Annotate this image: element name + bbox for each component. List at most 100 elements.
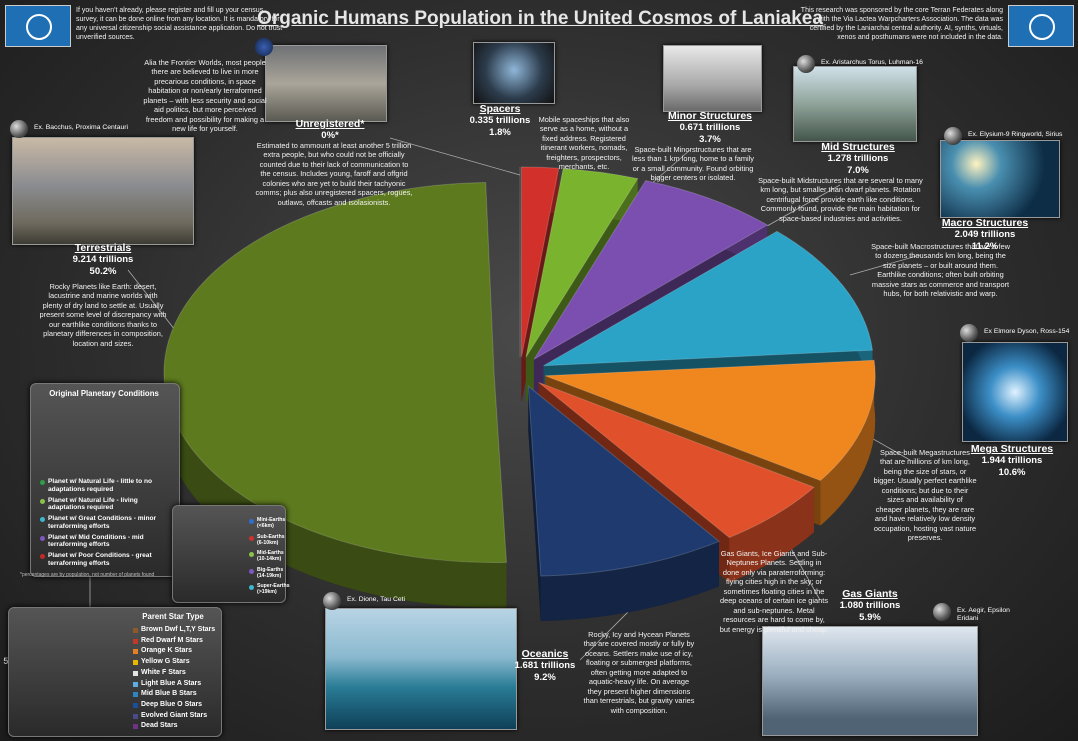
- connector: [389, 137, 521, 176]
- example-icon: [323, 592, 341, 610]
- slice: [543, 230, 874, 367]
- category-label: Oceanics 1.681 trillions 9.2%: [480, 648, 610, 684]
- legend-swatch: [133, 670, 138, 676]
- category-name: Mega Structures: [970, 443, 1054, 455]
- example-caption: Ex. Aegir, Epsilon Eridani: [957, 607, 1010, 623]
- legend-label: Brown Dwf L,T,Y Stars: [141, 626, 216, 633]
- category-name: Unregistered*: [295, 118, 365, 130]
- photo: [265, 45, 387, 122]
- category-name: Gas Giants: [842, 588, 898, 600]
- panel: [8, 607, 222, 737]
- percent-label: 7.0%: [847, 164, 869, 176]
- population-label: 2.049 trillions: [954, 229, 1016, 240]
- legend-label: White F Stars: [141, 668, 186, 676]
- population-label: 1.080 trillions: [839, 600, 901, 611]
- category-name: Mid Structures: [821, 141, 895, 153]
- legend-swatch: [249, 585, 254, 590]
- category-label: Terrestrials 9.214 trillions 50.2%: [38, 242, 168, 278]
- slice-side: [540, 541, 719, 622]
- photo: [793, 66, 917, 142]
- legend-swatch: [249, 535, 254, 541]
- legend-label: Yellow G Stars: [141, 658, 190, 666]
- legend-swatch: [249, 568, 254, 574]
- population-label: 0.335 trillions: [469, 115, 531, 126]
- legend-swatch: [133, 660, 138, 666]
- category-description: Space-built Minorstructures that are les…: [632, 145, 755, 183]
- population-label: 0.671 trillions: [679, 122, 741, 133]
- legend-swatch: [133, 724, 138, 730]
- category-label: Mega Structures 1.944 trillions 10.6%: [947, 443, 1077, 479]
- category-name: Terrestrials: [74, 242, 132, 254]
- chart-title: Parent Star Type: [142, 612, 204, 621]
- example-caption: Ex. Dione, Tau Ceti: [347, 596, 406, 603]
- connector: [759, 184, 841, 231]
- category-description: Gas Giants, Ice Giants and Sub-Neptunes …: [719, 549, 829, 634]
- legend-label: Super-Earths (>19km): [257, 583, 290, 596]
- legend-label: Planet w/ Natural Life - little to no ad…: [48, 478, 153, 493]
- connector: [649, 149, 691, 186]
- category-label: Unregistered* 0%*: [265, 118, 395, 142]
- photo: [962, 342, 1068, 442]
- legend-label: Red Dwarf M Stars: [141, 636, 203, 644]
- legend-swatch: [133, 649, 138, 655]
- slice-side: [729, 487, 814, 583]
- slice: [163, 182, 507, 563]
- chart-title: Original Planetary Conditions: [49, 389, 159, 398]
- example-icon: [960, 324, 978, 342]
- example-caption: Ex Elmore Dyson, Ross-154: [984, 328, 1070, 335]
- example-icon: [797, 55, 815, 73]
- connectors: [89, 137, 921, 661]
- legend-label: Sub-Earths (6-10km): [257, 533, 285, 546]
- legend-label: Planet w/ Mid Conditions - mid terraform…: [48, 533, 144, 549]
- slice: [533, 180, 769, 360]
- category-description: Space-built Midstructures that are sever…: [758, 176, 923, 223]
- photo: [940, 140, 1060, 218]
- category-name: Spacers: [479, 103, 521, 115]
- legend-swatch: [133, 692, 138, 698]
- photo: [663, 45, 762, 112]
- example-caption: Ex. Elysium-9 Ringworld, Sirius: [968, 131, 1063, 138]
- percent-label: 50.2%: [89, 265, 117, 277]
- footnote: *percentages are by population, not numb…: [20, 572, 155, 578]
- right-note: This research was sponsored by the core …: [800, 7, 1003, 42]
- category-description: Space-built Megastructures that are mill…: [873, 448, 977, 543]
- legend-swatch: [133, 702, 138, 708]
- legend-label: Planet w/ Poor Conditions - great terraf…: [48, 552, 152, 567]
- category-label: Minor Structures 0.671 trillions 3.7%: [645, 110, 775, 146]
- flag: [5, 5, 71, 47]
- slice: [525, 168, 639, 358]
- panel: [172, 505, 286, 603]
- unregistered-icon: [255, 38, 273, 56]
- percent-label: 11.2%: [971, 240, 999, 252]
- example-icon: [944, 127, 962, 145]
- photo: [762, 626, 978, 736]
- category-label: Spacers 0.335 trillions 1.8%: [435, 103, 565, 139]
- legend-swatch: [133, 628, 138, 633]
- slice-side: [528, 386, 541, 622]
- connector: [849, 254, 921, 276]
- category-name: Minor Structures: [667, 110, 752, 122]
- legend-swatch: [133, 681, 138, 687]
- legend-swatch: [40, 517, 45, 522]
- legend-label: Mid Blue B Stars: [141, 690, 197, 698]
- percent-label: 5.9%: [859, 611, 881, 623]
- legend-swatch: [133, 638, 138, 644]
- category-label: Mid Structures 1.278 trillions 7.0%: [793, 141, 923, 177]
- category-description: Rocky, Icy and Hycean Planets that are c…: [583, 630, 695, 715]
- population-label: 1.944 trillions: [981, 455, 1043, 466]
- slice: [520, 166, 560, 358]
- category-description: Space-built Macrostructures that are a f…: [871, 242, 1010, 299]
- population-label: 1.681 trillions: [514, 660, 576, 671]
- photo: [325, 608, 517, 730]
- population-label: 9.214 trillions: [72, 254, 134, 265]
- legend-swatch: [40, 498, 45, 504]
- legend-label: Orange K Stars: [141, 647, 192, 655]
- legend-swatch: [249, 519, 254, 524]
- percent-label: 1.8%: [489, 126, 511, 138]
- legend-label: Deep Blue O Stars: [141, 700, 203, 708]
- left-note: If you haven't already, please register …: [76, 7, 283, 42]
- percent-label: 3.7%: [699, 133, 721, 145]
